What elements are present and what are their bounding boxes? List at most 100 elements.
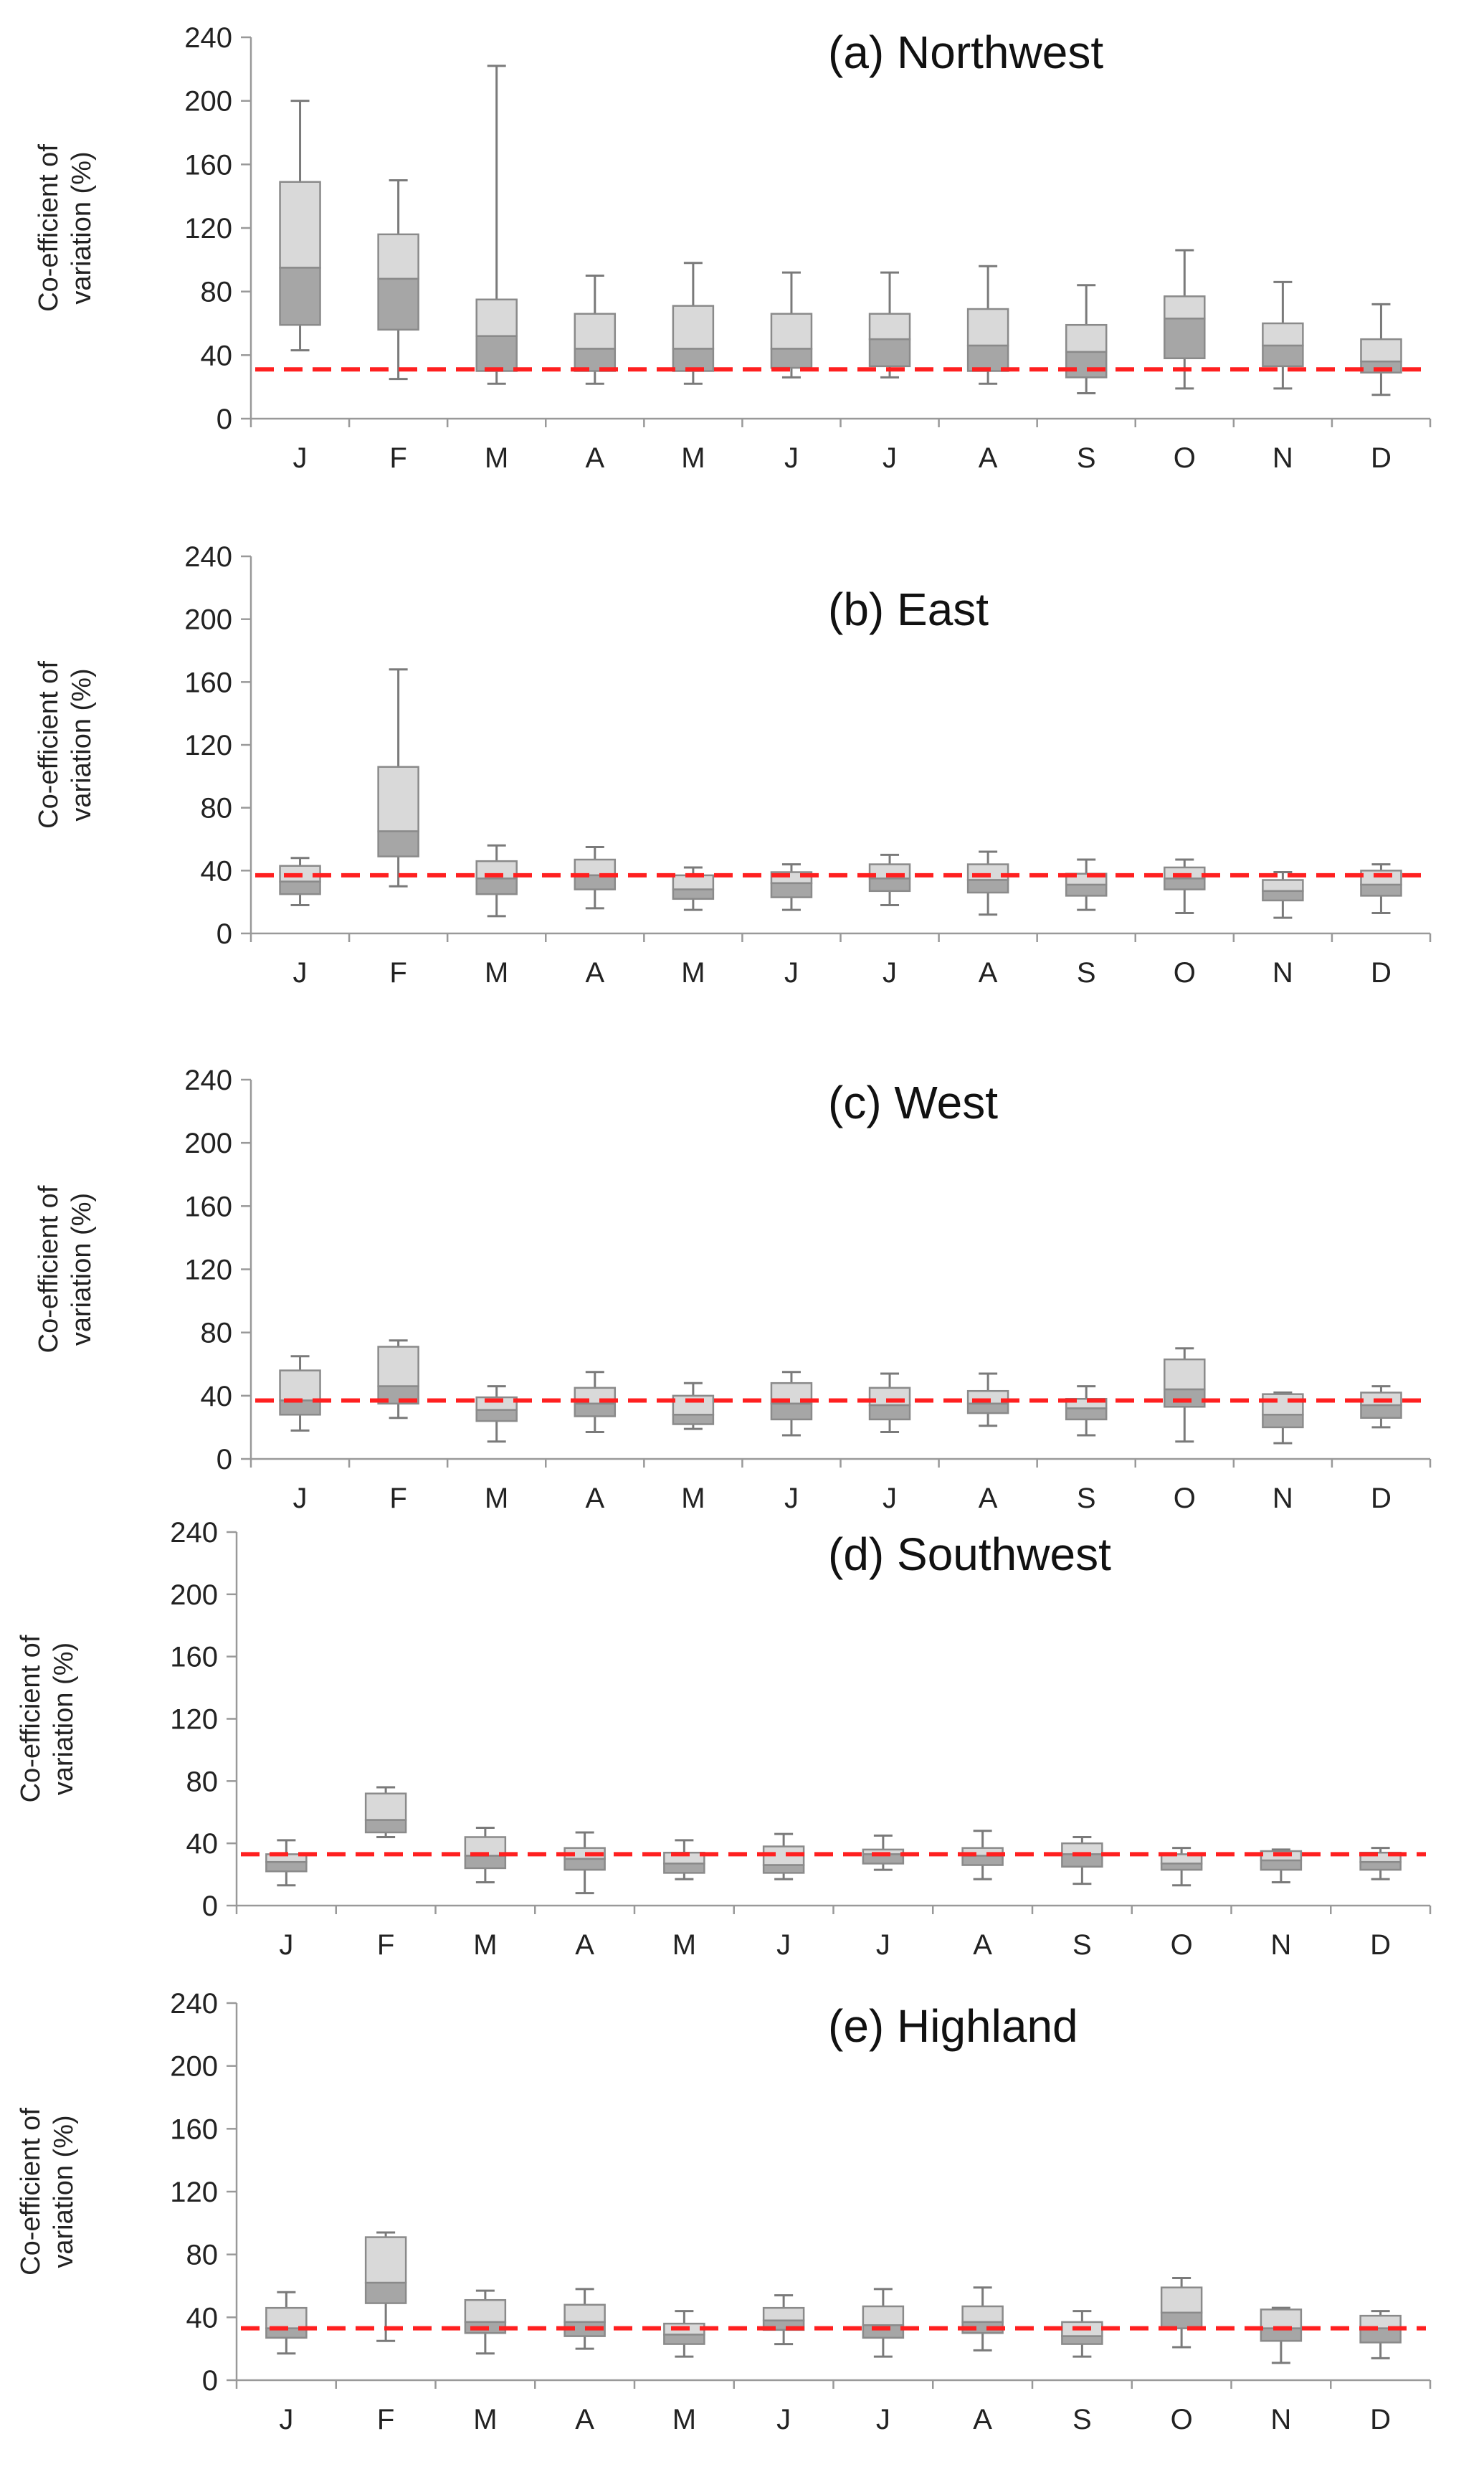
box-upper-quartile [464, 2298, 507, 2324]
box-upper-quartile [1262, 322, 1304, 347]
box-J [862, 2288, 905, 2358]
box-F [364, 1786, 407, 1838]
y-tick-label: 0 [217, 918, 232, 950]
x-tick-label: F [377, 2404, 394, 2435]
x-tick-label: J [293, 442, 308, 474]
x-tick-label: M [473, 2404, 497, 2435]
box-O [1164, 249, 1206, 390]
chart-panel-1: 0 40 80 120 160 200 240 J F M A M J J A S O N D Co-efficien… [34, 22, 1432, 474]
box-upper-quartile [961, 2305, 1004, 2324]
x-tick-label: S [1077, 1483, 1096, 1514]
y-tick-label: 120 [184, 1255, 232, 1286]
y-axis-label: Co-efficient of variation (%) [16, 2108, 79, 2276]
box-upper-quartile [868, 313, 911, 341]
chart-title: (d) Southwest [828, 1528, 1111, 1580]
x-tick-label: N [1273, 957, 1293, 989]
box-lower-quartile [265, 1860, 308, 1873]
box-N [1262, 871, 1304, 919]
box-lower-quartile [1164, 1388, 1206, 1408]
x-tick-label: M [681, 1483, 705, 1514]
box-A [961, 2286, 1004, 2352]
box-D [1360, 1385, 1402, 1429]
box-lower-quartile [868, 1404, 911, 1421]
box-M [672, 262, 715, 385]
y-tick-label: 40 [201, 1381, 233, 1412]
x-tick-label: M [672, 2404, 696, 2435]
box-lower-quartile [1061, 2335, 1103, 2345]
y-tick-label: 0 [202, 1891, 218, 1922]
box-upper-quartile [966, 863, 1009, 881]
box-upper-quartile [672, 305, 715, 350]
box-lower-quartile [1359, 2327, 1402, 2344]
box-J [279, 857, 321, 907]
box-F [377, 179, 419, 381]
box-upper-quartile [1164, 1358, 1206, 1391]
x-tick-label: M [473, 1929, 497, 1961]
box-lower-quartile [377, 277, 419, 331]
x-tick-label: J [876, 2404, 890, 2435]
box-upper-quartile [279, 1369, 321, 1402]
chart-panel-5: 0 40 80 120 160 200 240 J F M A M J J A S O N D Co-efficien… [16, 1988, 1432, 2435]
box-lower-quartile [475, 1409, 518, 1422]
x-tick-label: D [1371, 1483, 1392, 1514]
x-tick-label: A [575, 1929, 594, 1961]
box-lower-quartile [574, 1402, 617, 1417]
box-lower-quartile [1164, 878, 1206, 890]
box-lower-quartile [961, 1855, 1004, 1866]
box-J [868, 853, 911, 907]
box-M [475, 65, 518, 385]
x-tick-label: A [979, 1483, 998, 1514]
box-lower-quartile [1260, 1859, 1303, 1871]
box-lower-quartile [279, 880, 321, 895]
box-lower-quartile [574, 874, 617, 890]
x-tick-label: J [883, 1483, 897, 1514]
box-lower-quartile [770, 882, 813, 898]
x-tick-label: A [585, 957, 604, 989]
box-lower-quartile [475, 335, 518, 372]
box-O [1164, 1347, 1206, 1443]
x-tick-label: O [1174, 1483, 1196, 1514]
y-tick-label: 160 [184, 149, 232, 181]
box-upper-quartile [770, 313, 813, 350]
y-tick-label: 120 [184, 730, 232, 761]
box-M [672, 1382, 715, 1430]
x-tick-label: A [585, 442, 604, 474]
box-O [1160, 1847, 1203, 1887]
y-axis-label: Co-efficient of variation (%) [16, 1635, 79, 1802]
x-tick-label: S [1077, 957, 1096, 989]
box-upper-quartile [1164, 295, 1206, 320]
box-A [961, 1830, 1004, 1880]
x-tick-label: D [1370, 1929, 1391, 1961]
box-N [1262, 1391, 1304, 1445]
x-tick-label: J [279, 1929, 293, 1961]
y-tick-label: 80 [186, 1766, 219, 1797]
chart-title: (c) West [828, 1077, 998, 1128]
x-tick-label: O [1171, 1929, 1193, 1961]
x-tick-label: A [575, 2404, 594, 2435]
x-tick-label: J [293, 1483, 308, 1514]
x-tick-label: O [1174, 957, 1196, 989]
box-S [1061, 2310, 1103, 2358]
x-tick-label: N [1273, 442, 1293, 474]
x-tick-label: M [672, 1929, 696, 1961]
box-N [1260, 2306, 1303, 2364]
box-upper-quartile [265, 2306, 308, 2329]
box-F [364, 2231, 407, 2342]
x-tick-label: J [776, 2404, 791, 2435]
y-tick-label: 200 [170, 1579, 218, 1611]
box-lower-quartile [966, 344, 1009, 372]
box-lower-quartile [868, 338, 911, 368]
box-M [475, 844, 518, 918]
chart-title: (b) East [828, 584, 989, 635]
y-tick-label: 0 [217, 404, 232, 435]
x-tick-label: S [1072, 1929, 1092, 1961]
y-tick-label: 160 [170, 2113, 218, 2145]
chart-panel-3: 0 40 80 120 160 200 240 J F M A M J J A S O N D Co-efficien… [34, 1065, 1432, 1514]
box-M [663, 2310, 705, 2358]
box-upper-quartile [377, 766, 419, 832]
box-S [1065, 1385, 1108, 1437]
y-tick-label: 120 [170, 1704, 218, 1736]
box-J [265, 1839, 308, 1887]
x-tick-label: S [1077, 442, 1096, 474]
